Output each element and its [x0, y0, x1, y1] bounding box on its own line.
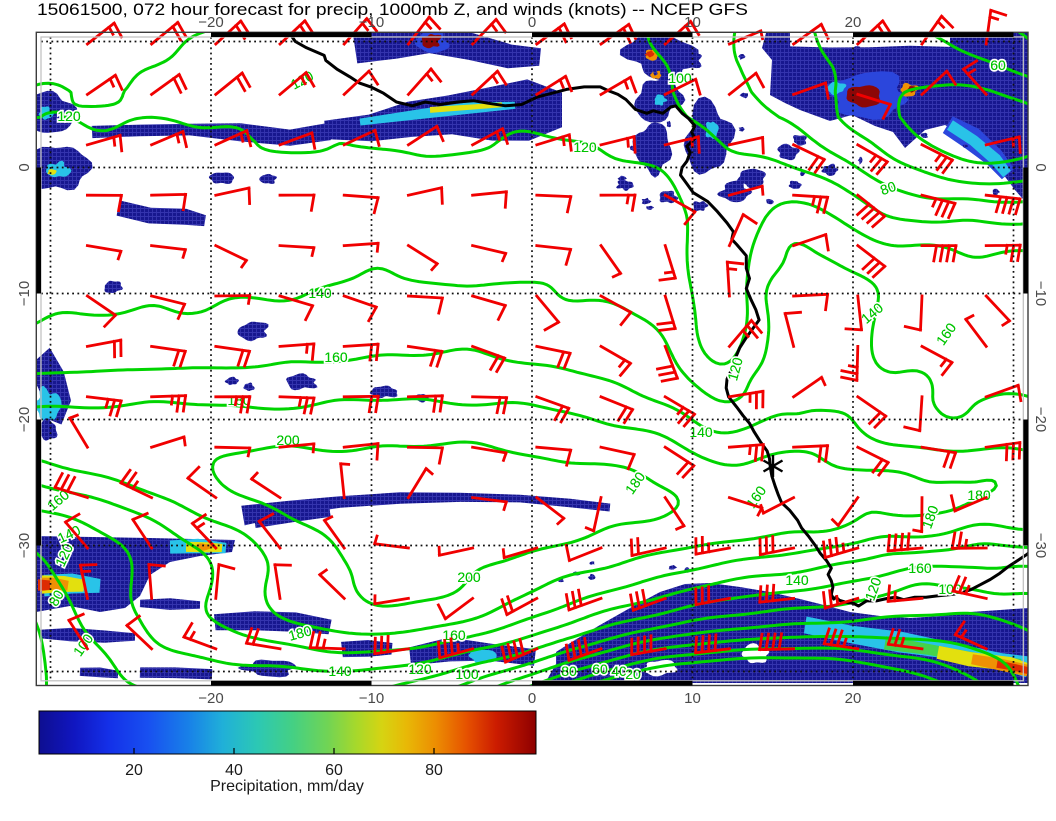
svg-text:80: 80 — [561, 663, 577, 679]
svg-text:140: 140 — [689, 424, 713, 440]
svg-text:180: 180 — [918, 503, 941, 531]
svg-text:200: 200 — [457, 569, 481, 585]
svg-text:10: 10 — [684, 14, 701, 31]
svg-text:20: 20 — [625, 666, 641, 682]
svg-text:200: 200 — [276, 432, 300, 448]
svg-text:80: 80 — [45, 587, 67, 609]
svg-text:15061500, 072 hour forecast fo: 15061500, 072 hour forecast for precip, … — [37, 0, 748, 19]
svg-text:140: 140 — [308, 285, 332, 301]
svg-text:100: 100 — [455, 666, 479, 682]
svg-text:100: 100 — [938, 581, 962, 597]
svg-text:120: 120 — [57, 108, 81, 124]
svg-text:160: 160 — [324, 349, 348, 365]
svg-text:−10: −10 — [1032, 281, 1049, 306]
svg-text:80: 80 — [425, 762, 443, 779]
svg-text:120: 120 — [57, 108, 81, 124]
svg-text:60: 60 — [990, 57, 1006, 73]
svg-text:120: 120 — [724, 355, 746, 382]
svg-text:80: 80 — [878, 178, 898, 198]
svg-text:0: 0 — [16, 163, 33, 171]
svg-text:100: 100 — [668, 70, 692, 86]
svg-text:200: 200 — [457, 569, 481, 585]
svg-text:−30: −30 — [16, 533, 33, 558]
svg-text:120: 120 — [573, 139, 597, 155]
svg-text:60: 60 — [592, 661, 608, 677]
svg-text:140: 140 — [328, 663, 352, 679]
svg-text:20: 20 — [125, 762, 143, 779]
svg-text:60: 60 — [325, 762, 343, 779]
svg-text:80: 80 — [878, 178, 898, 198]
svg-text:160: 160 — [442, 627, 466, 643]
svg-text:160: 160 — [324, 349, 348, 365]
svg-text:100: 100 — [455, 666, 479, 682]
svg-text:20: 20 — [845, 14, 862, 31]
svg-text:140: 140 — [785, 572, 809, 588]
svg-text:160: 160 — [442, 627, 466, 643]
svg-text:60: 60 — [592, 661, 608, 677]
svg-text:−20: −20 — [16, 407, 33, 432]
svg-text:140: 140 — [689, 424, 713, 440]
svg-text:180: 180 — [287, 622, 314, 644]
svg-text:120: 120 — [408, 661, 432, 677]
svg-text:40: 40 — [225, 762, 243, 779]
svg-text:0: 0 — [528, 14, 536, 31]
svg-text:140: 140 — [785, 572, 809, 588]
svg-text:20: 20 — [845, 690, 862, 707]
svg-text:200: 200 — [276, 432, 300, 448]
svg-text:160: 160 — [908, 560, 932, 576]
svg-text:60: 60 — [990, 57, 1006, 73]
svg-text:140: 140 — [308, 285, 332, 301]
svg-text:−20: −20 — [198, 690, 223, 707]
svg-text:140: 140 — [328, 663, 352, 679]
svg-text:160: 160 — [908, 560, 932, 576]
svg-text:120: 120 — [573, 139, 597, 155]
svg-text:Precipitation, mm/day: Precipitation, mm/day — [210, 778, 364, 795]
svg-text:0: 0 — [1032, 163, 1049, 171]
svg-text:120: 120 — [408, 661, 432, 677]
svg-text:−20: −20 — [198, 14, 223, 31]
svg-text:−20: −20 — [1032, 407, 1049, 432]
svg-text:0: 0 — [528, 690, 536, 707]
svg-text:80: 80 — [561, 663, 577, 679]
svg-text:−30: −30 — [1032, 533, 1049, 558]
svg-text:−10: −10 — [16, 281, 33, 306]
svg-text:10: 10 — [684, 690, 701, 707]
svg-text:−10: −10 — [359, 14, 384, 31]
svg-text:120: 120 — [861, 575, 884, 603]
svg-text:20: 20 — [625, 666, 641, 682]
svg-text:−10: −10 — [359, 690, 384, 707]
